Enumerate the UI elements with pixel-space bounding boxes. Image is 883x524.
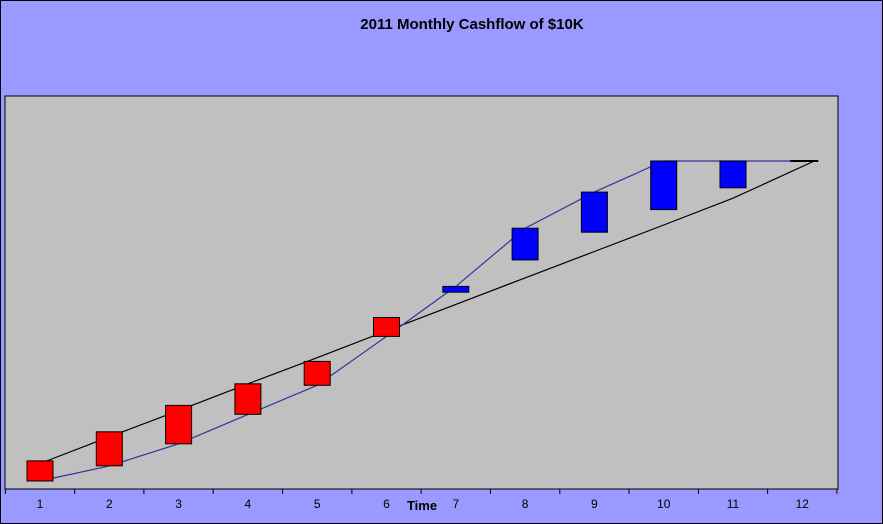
x-tick-label: 2 bbox=[106, 497, 113, 511]
x-tick-label: 7 bbox=[452, 497, 459, 511]
bar-month-3 bbox=[165, 404, 193, 445]
bar-marks bbox=[26, 160, 819, 482]
bar-month-5 bbox=[303, 360, 331, 386]
chart-title: 2011 Monthly Cashflow of $10K bbox=[360, 16, 584, 33]
bar-month-9 bbox=[580, 191, 608, 233]
x-tick-label: 6 bbox=[383, 497, 390, 511]
bar-month-6 bbox=[373, 317, 400, 337]
x-tick-label: 9 bbox=[591, 497, 598, 511]
bar-month-4 bbox=[234, 383, 262, 415]
bar-month-11 bbox=[719, 160, 747, 189]
x-tick-label: 4 bbox=[245, 497, 252, 511]
bar-month-1 bbox=[26, 460, 54, 482]
bar-month-8 bbox=[511, 227, 539, 261]
bar-month-2 bbox=[95, 431, 123, 467]
plot-area bbox=[4, 95, 839, 490]
x-axis-label: Time bbox=[407, 498, 437, 513]
bar-month-7 bbox=[442, 285, 470, 293]
bar-month-10 bbox=[650, 160, 678, 211]
x-tick-label: 8 bbox=[522, 497, 529, 511]
x-tick-label: 3 bbox=[175, 497, 182, 511]
x-tick-label: 12 bbox=[796, 497, 810, 511]
x-tick-label: 5 bbox=[314, 497, 321, 511]
x-tick-label: 1 bbox=[37, 497, 44, 511]
x-axis: 1 2 3 4 5 6 7 8 9 10 11 12 bbox=[4, 489, 838, 511]
x-tick-label: 10 bbox=[657, 497, 671, 511]
x-tick-label: 11 bbox=[727, 497, 740, 511]
